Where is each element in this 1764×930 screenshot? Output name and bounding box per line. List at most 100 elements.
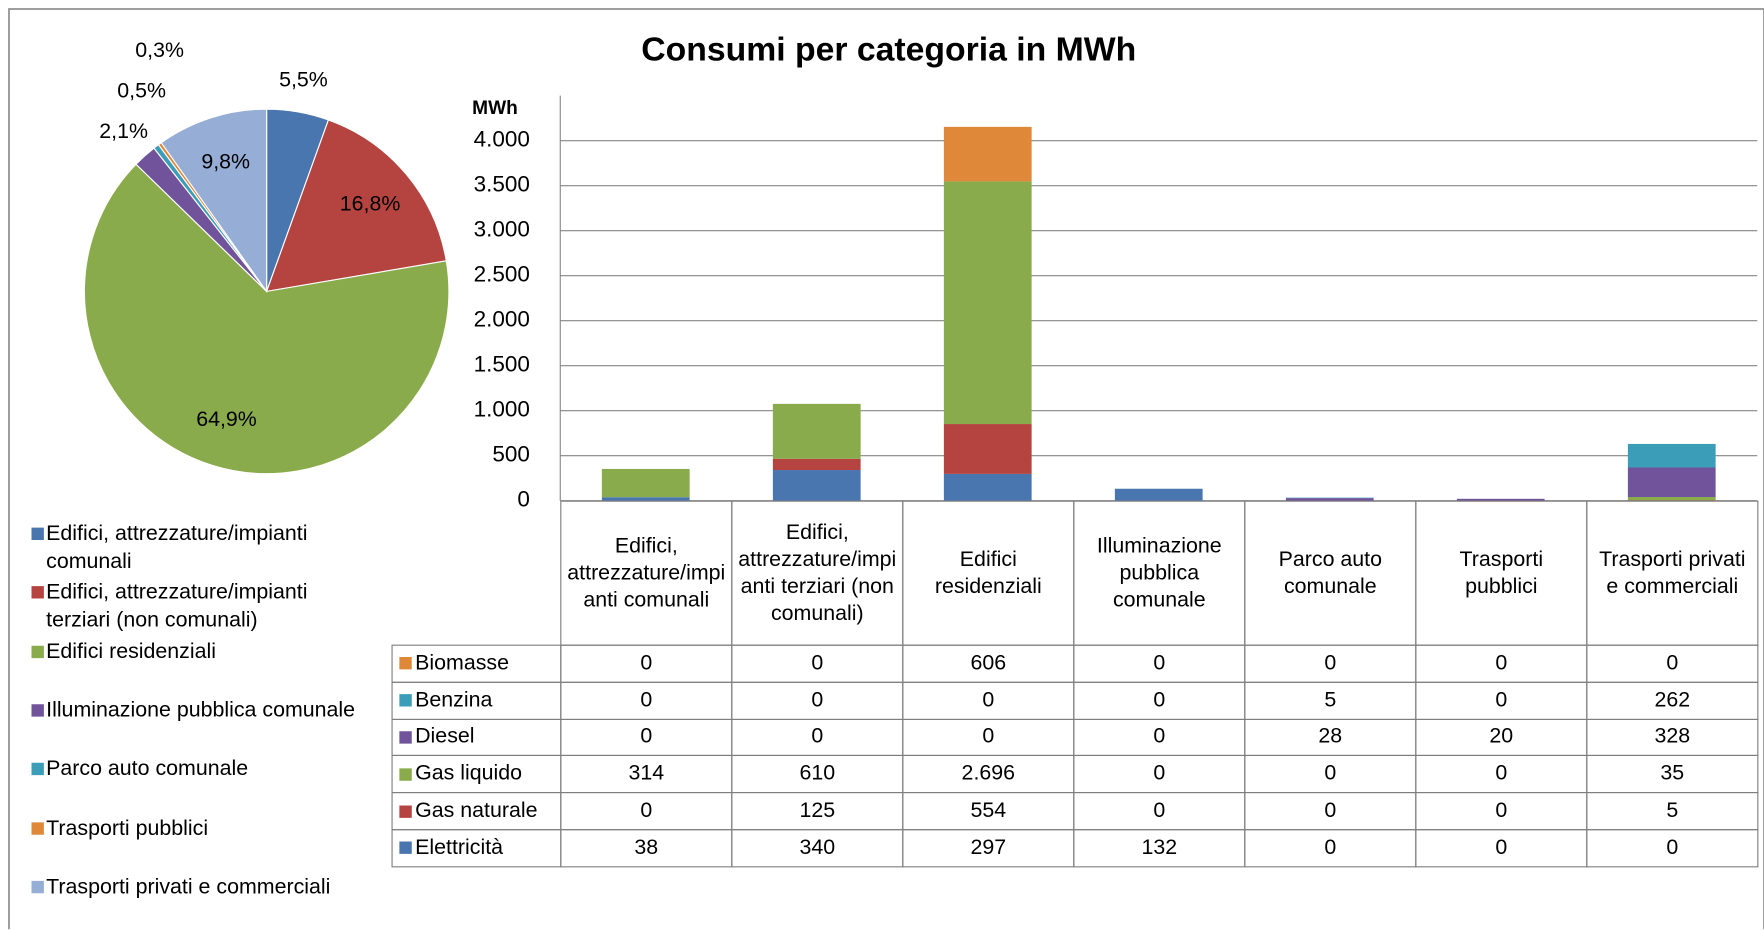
table-cell: 0	[1244, 792, 1417, 831]
table-cell: 0	[1415, 829, 1588, 868]
table-cell: 297	[902, 829, 1075, 868]
legend-label: Diesel	[415, 725, 475, 749]
legend-item: Edifici, attrezzature/impianti terziari …	[31, 579, 370, 635]
data-label: 0	[1495, 688, 1508, 712]
data-label: 0	[1153, 761, 1166, 786]
data-label: 132	[1141, 835, 1178, 860]
data-label: 0	[640, 725, 653, 749]
table-cell: 5	[1244, 681, 1417, 720]
y-tick-label: 1.500	[474, 352, 530, 377]
pie-slice	[83, 163, 450, 475]
y-tick-label: 4.000	[474, 127, 530, 152]
data-label: 5	[1324, 688, 1337, 712]
table-row-label: Elettricità	[391, 829, 562, 868]
x-tick-label: Trasporti pubblici	[1459, 547, 1544, 598]
table-row-label: Benzina	[391, 681, 562, 720]
data-label: 0	[1153, 725, 1166, 749]
data-label: 0	[1153, 798, 1166, 823]
legend-item: Edifici residenziali	[31, 637, 370, 665]
bar-segment	[1627, 467, 1716, 498]
data-label: 262	[1654, 688, 1691, 712]
chart-border	[8, 8, 1764, 930]
table-cell: 0	[1073, 755, 1246, 794]
legend-item: Edifici, attrezzature/impianti comunali	[31, 520, 370, 576]
table-cell: 132	[1073, 829, 1246, 868]
table-cell: 0	[1586, 829, 1759, 868]
data-label: 0	[1324, 651, 1337, 675]
legend-label: Elettricità	[415, 835, 504, 860]
data-label: 0	[811, 688, 824, 712]
table-cell: 0	[1073, 792, 1246, 831]
data-label: 0	[811, 725, 824, 749]
table-cell: 0	[1073, 681, 1246, 720]
bar-segment	[1627, 443, 1716, 468]
legend-label: Trasporti privati e commerciali	[46, 875, 331, 899]
y-tick-label: 2.000	[474, 307, 530, 332]
pie-label: 64,9%	[196, 407, 257, 431]
legend-label: Gas naturale	[415, 798, 538, 823]
table-cell: 20	[1415, 718, 1588, 757]
data-label: 0	[1495, 651, 1508, 675]
chart-title: Consumi per categoria in MWh	[641, 31, 1136, 69]
x-tick-label: Edifici, attrezzature/impianti comunali	[567, 533, 726, 612]
y-tick-label: 0	[517, 487, 530, 512]
y-axis-label: MWh	[472, 98, 518, 119]
table-cell: 0	[731, 644, 904, 683]
data-label: 0	[1153, 651, 1166, 675]
table-cell: 0	[1073, 644, 1246, 683]
category-cell: Trasporti privati e commerciali	[1586, 500, 1759, 646]
legend-swatch	[31, 527, 44, 540]
bar-segment	[1114, 488, 1203, 501]
table-cell: 0	[560, 718, 733, 757]
pie-label: 5,5%	[279, 67, 328, 91]
legend-label: Trasporti pubblici	[46, 816, 209, 840]
y-tick-label: 3.500	[474, 172, 530, 197]
bar-segment	[772, 403, 861, 459]
table-cell: 2.696	[902, 755, 1075, 794]
data-label: 0	[811, 651, 824, 675]
table-cell: 0	[1244, 755, 1417, 794]
legend-label: Gas liquido	[415, 761, 523, 786]
table-cell: 0	[1244, 644, 1417, 683]
table-cell: 262	[1586, 681, 1759, 720]
data-label: 314	[628, 761, 665, 786]
data-label: 0	[1495, 798, 1508, 823]
bar-segment	[1285, 498, 1374, 501]
table-cell: 314	[560, 755, 733, 794]
legend-item: Trasporti pubblici	[31, 814, 370, 842]
table-cell: 35	[1586, 755, 1759, 794]
table-cell: 610	[731, 755, 904, 794]
table-row-label: Biomasse	[391, 644, 562, 683]
pie-slice	[160, 108, 268, 294]
data-label: 554	[970, 798, 1007, 823]
data-label: 35	[1660, 761, 1685, 786]
legend-swatch	[399, 768, 412, 781]
table-cell: 0	[1073, 718, 1246, 757]
table-cell: 0	[560, 644, 733, 683]
pie-label: 16,8%	[340, 191, 401, 215]
table-cell: 28	[1244, 718, 1417, 757]
y-tick-label: 2.500	[474, 262, 530, 287]
bar-segment	[601, 468, 690, 498]
bar-segment	[601, 497, 690, 501]
table-cell: 0	[560, 681, 733, 720]
table-row-label: Diesel	[391, 718, 562, 757]
bar-segment	[1627, 497, 1716, 501]
legend-swatch	[31, 880, 44, 894]
category-cell: Illuminazione pubblica comunale	[1073, 500, 1246, 646]
data-label: 610	[799, 761, 836, 786]
y-tick-label: 1.000	[474, 397, 530, 422]
bar-segment	[943, 424, 1032, 474]
category-cell: Parco auto comunale	[1244, 500, 1417, 646]
legend-swatch	[31, 645, 44, 658]
bar-segment	[772, 470, 861, 501]
data-label: 125	[799, 798, 836, 823]
table-cell: 0	[1415, 755, 1588, 794]
table-cell: 0	[1586, 644, 1759, 683]
legend-swatch	[399, 657, 412, 670]
data-label: 328	[1654, 725, 1691, 749]
table-cell: 554	[902, 792, 1075, 831]
data-label: 38	[634, 835, 659, 860]
